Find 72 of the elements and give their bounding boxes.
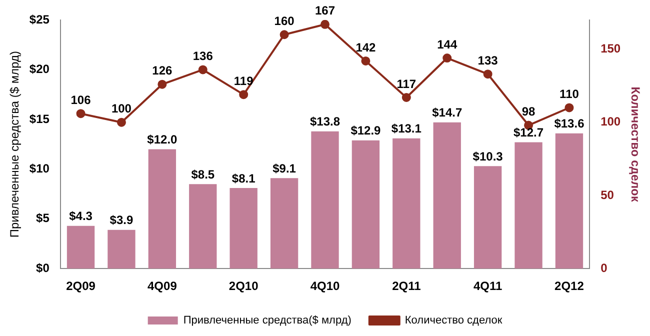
y-tick-label: $0 — [36, 260, 50, 275]
point — [402, 93, 411, 102]
bar — [108, 230, 136, 269]
data-label: 142 — [356, 40, 376, 54]
data-label: 160 — [274, 14, 295, 28]
data-label: 98 — [522, 104, 536, 119]
bar — [514, 142, 542, 269]
data-label: $3.9 — [110, 213, 134, 228]
data-label: 144 — [437, 37, 458, 52]
x-tick-label: 2Q11 — [392, 279, 422, 294]
point — [483, 70, 492, 79]
data-label: $8.5 — [191, 167, 215, 182]
data-label: $12.7 — [514, 126, 544, 140]
point — [361, 56, 370, 66]
y-tick-label: $25 — [29, 12, 50, 26]
y2-tick-label: 0 — [600, 260, 608, 275]
data-label: 133 — [478, 53, 498, 68]
point — [280, 30, 289, 40]
y-axis-title: Привлеченные средства ($ млрд) — [8, 50, 22, 238]
data-label: 126 — [152, 64, 173, 78]
bar — [392, 138, 420, 269]
bar — [66, 226, 95, 269]
legend-label: Количество сделок — [404, 314, 502, 327]
point — [158, 80, 167, 89]
bar — [230, 188, 258, 269]
x-tick-label: 4Q11 — [473, 279, 502, 294]
bar — [311, 131, 339, 269]
y-tick-label: $10 — [29, 161, 50, 176]
data-label: $12.0 — [147, 132, 178, 147]
legend-label: Привлеченные средства($ млрд) — [183, 314, 352, 327]
x-tick-label: 4Q10 — [310, 279, 340, 294]
x-tick-label: 2Q10 — [228, 279, 259, 294]
x-tick-label: 4Q09 — [148, 279, 178, 294]
bar — [189, 184, 217, 269]
bar — [555, 133, 584, 269]
y2-tick-label: 100 — [600, 114, 621, 129]
data-label: 100 — [111, 102, 132, 116]
data-label: $8.1 — [232, 171, 256, 186]
data-label: 167 — [314, 4, 336, 18]
data-label: $13.6 — [554, 116, 585, 131]
y2-tick-label: 50 — [600, 188, 614, 202]
point — [442, 54, 452, 63]
data-label: 136 — [192, 49, 214, 64]
data-label: $4.3 — [69, 209, 93, 224]
y-tick-label: $15 — [29, 112, 50, 126]
data-label: $10.3 — [472, 149, 504, 164]
point — [320, 20, 330, 29]
y2-tick-label: 150 — [600, 42, 621, 56]
point — [239, 90, 248, 100]
data-label: 106 — [70, 92, 92, 107]
bar — [270, 178, 298, 269]
point — [76, 109, 86, 118]
bar — [474, 166, 502, 269]
bar — [352, 140, 380, 269]
y2-axis-title: Количество сделок — [628, 86, 642, 203]
data-label: $12.9 — [350, 124, 382, 138]
data-label: 119 — [234, 74, 254, 88]
data-label: 117 — [396, 76, 416, 91]
bar — [433, 122, 461, 269]
data-label: $13.8 — [310, 114, 340, 129]
bar — [148, 149, 176, 269]
point — [198, 65, 208, 74]
point — [116, 118, 126, 127]
data-label: $14.7 — [432, 106, 462, 120]
point — [564, 103, 574, 112]
x-tick-label: 2Q09 — [66, 279, 96, 294]
x-tick-label: 2Q12 — [554, 279, 584, 294]
data-label: $13.1 — [391, 122, 422, 136]
data-label: 110 — [560, 87, 580, 102]
data-label: $9.1 — [272, 161, 296, 176]
y-tick-label: $5 — [36, 211, 50, 226]
y-tick-label: $20 — [29, 62, 50, 76]
